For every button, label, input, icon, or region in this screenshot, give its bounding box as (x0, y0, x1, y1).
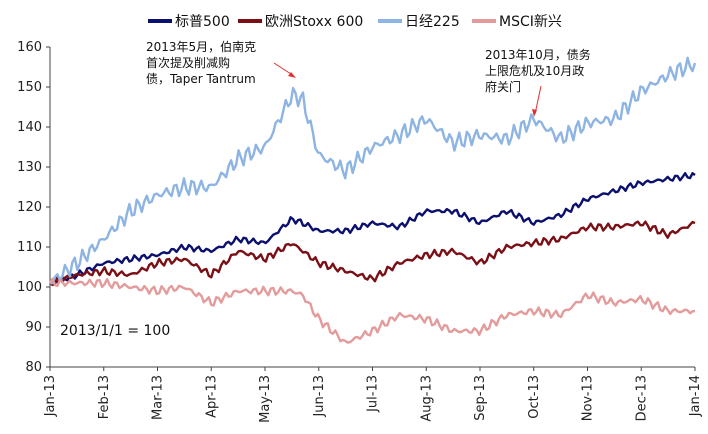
legend: 标普500 欧洲Stoxx 600 日经225 MSCI新兴 (148, 14, 562, 30)
series-line-2 (49, 56, 697, 285)
series-line-1 (49, 220, 696, 287)
annotation-taper-line-1: 2013年5月，伯南克 (146, 39, 256, 54)
annotation-taper-line-3: 债，Taper Tantrum (146, 72, 256, 86)
legend-label-stoxx600: 欧洲Stoxx 600 (265, 14, 363, 30)
legend-label-nikkei225: 日经225 (405, 14, 460, 30)
x-tick-label: Jun-13 (312, 375, 327, 418)
legend-label-msci-em: MSCI新兴 (499, 14, 562, 30)
y-tick-label: 160 (17, 40, 42, 55)
y-tick-label: 100 (17, 280, 42, 295)
x-ticks: Jan-13 Feb-13 Mar-13 Apr-13 May-13 Jun-13 Jul-… (43, 367, 703, 423)
x-tick-label: Jul-13 (366, 375, 381, 413)
x-tick-label: Dec-13 (634, 375, 649, 421)
annotation-debt-line-3: 府关门 (485, 79, 521, 94)
legend-label-sp500: 标普500 (175, 14, 230, 30)
annotation-debt-line-1: 2013年10月，债务 (485, 47, 591, 62)
series-line-0 (49, 172, 696, 285)
y-tick-label: 110 (17, 240, 42, 255)
x-tick-label: May-13 (258, 375, 273, 423)
annotation-debt-arrowhead (532, 109, 537, 117)
annotation-debt-arrow (534, 85, 542, 115)
annotation-debt-line-2: 上限危机及10月政 (485, 64, 584, 78)
x-tick-label: Nov-13 (581, 375, 596, 421)
y-ticks: 80 90 100 110 120 130 140 150 160 (17, 40, 50, 375)
y-tick-label: 90 (25, 320, 42, 335)
y-tick-label: 140 (17, 120, 42, 135)
series-line-3 (48, 277, 696, 344)
x-tick-label: Oct-13 (527, 375, 542, 419)
x-tick-label: Apr-13 (204, 375, 219, 418)
annotation-taper-line-2: 首次提及削减购 (146, 55, 230, 70)
annotation-taper-tantrum: 2013年5月，伯南克 首次提及削减购 债，Taper Tantrum (146, 39, 296, 86)
y-tick-label: 150 (17, 80, 42, 95)
x-tick-label: Feb-13 (97, 375, 112, 419)
x-tick-label: Mar-13 (151, 375, 166, 420)
y-tick-label: 80 (25, 360, 42, 375)
y-tick-label: 120 (17, 200, 42, 215)
y-tick-label: 130 (17, 160, 42, 175)
x-tick-label: Aug-13 (419, 375, 434, 422)
base-note: 2013/1/1 = 100 (60, 323, 170, 339)
annotation-taper-arrowhead (288, 72, 296, 78)
x-tick-label: Sep-13 (473, 375, 488, 421)
x-tick-label: Jan-13 (43, 375, 58, 417)
x-tick-label: Jan-14 (688, 375, 703, 417)
annotation-debt-ceiling: 2013年10月，债务 上限危机及10月政 府关门 (485, 47, 591, 117)
series-group (48, 56, 697, 344)
